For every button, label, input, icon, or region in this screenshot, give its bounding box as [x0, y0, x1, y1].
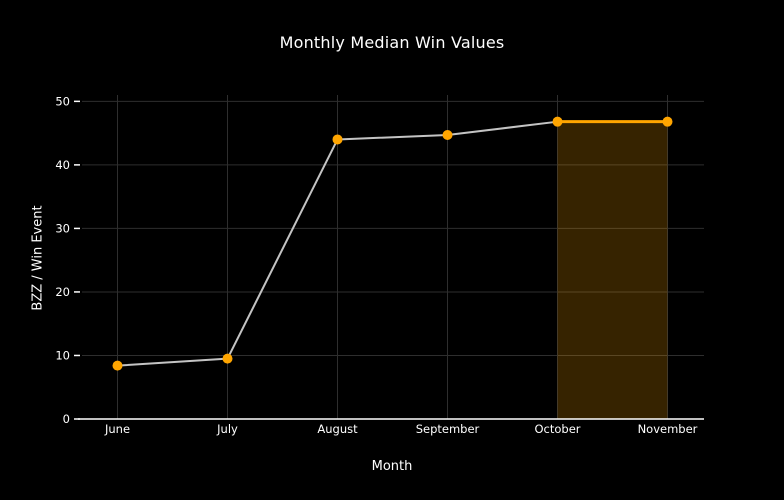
data-point-september[interactable] [442, 130, 453, 141]
x-tick-label-november: November [638, 422, 698, 436]
y-tick-label-10: 10 [55, 348, 70, 362]
data-point-august[interactable] [332, 134, 343, 145]
y-tick-label-20: 20 [55, 285, 70, 299]
highlight-region [557, 121, 668, 420]
x-tick-label-june: June [104, 422, 130, 436]
x-axis-title: Month [371, 459, 413, 474]
y-tick-label-40: 40 [55, 158, 70, 172]
chart-title: Monthly Median Win Values [279, 33, 505, 52]
y-tick-label-0: 0 [63, 412, 70, 426]
y-tick-label-30: 30 [55, 221, 70, 235]
x-tick-label-october: October [534, 422, 580, 436]
y-tick-label-50: 50 [55, 94, 70, 108]
data-point-july[interactable] [222, 353, 233, 364]
data-point-october[interactable] [552, 116, 563, 127]
y-axis-title: BZZ / Win Event [30, 205, 46, 311]
data-point-june[interactable] [112, 360, 123, 371]
x-tick-label-july: July [216, 422, 238, 436]
x-tick-label-september: September [416, 422, 480, 436]
data-point-november[interactable] [662, 116, 673, 127]
x-tick-label-august: August [317, 422, 358, 436]
